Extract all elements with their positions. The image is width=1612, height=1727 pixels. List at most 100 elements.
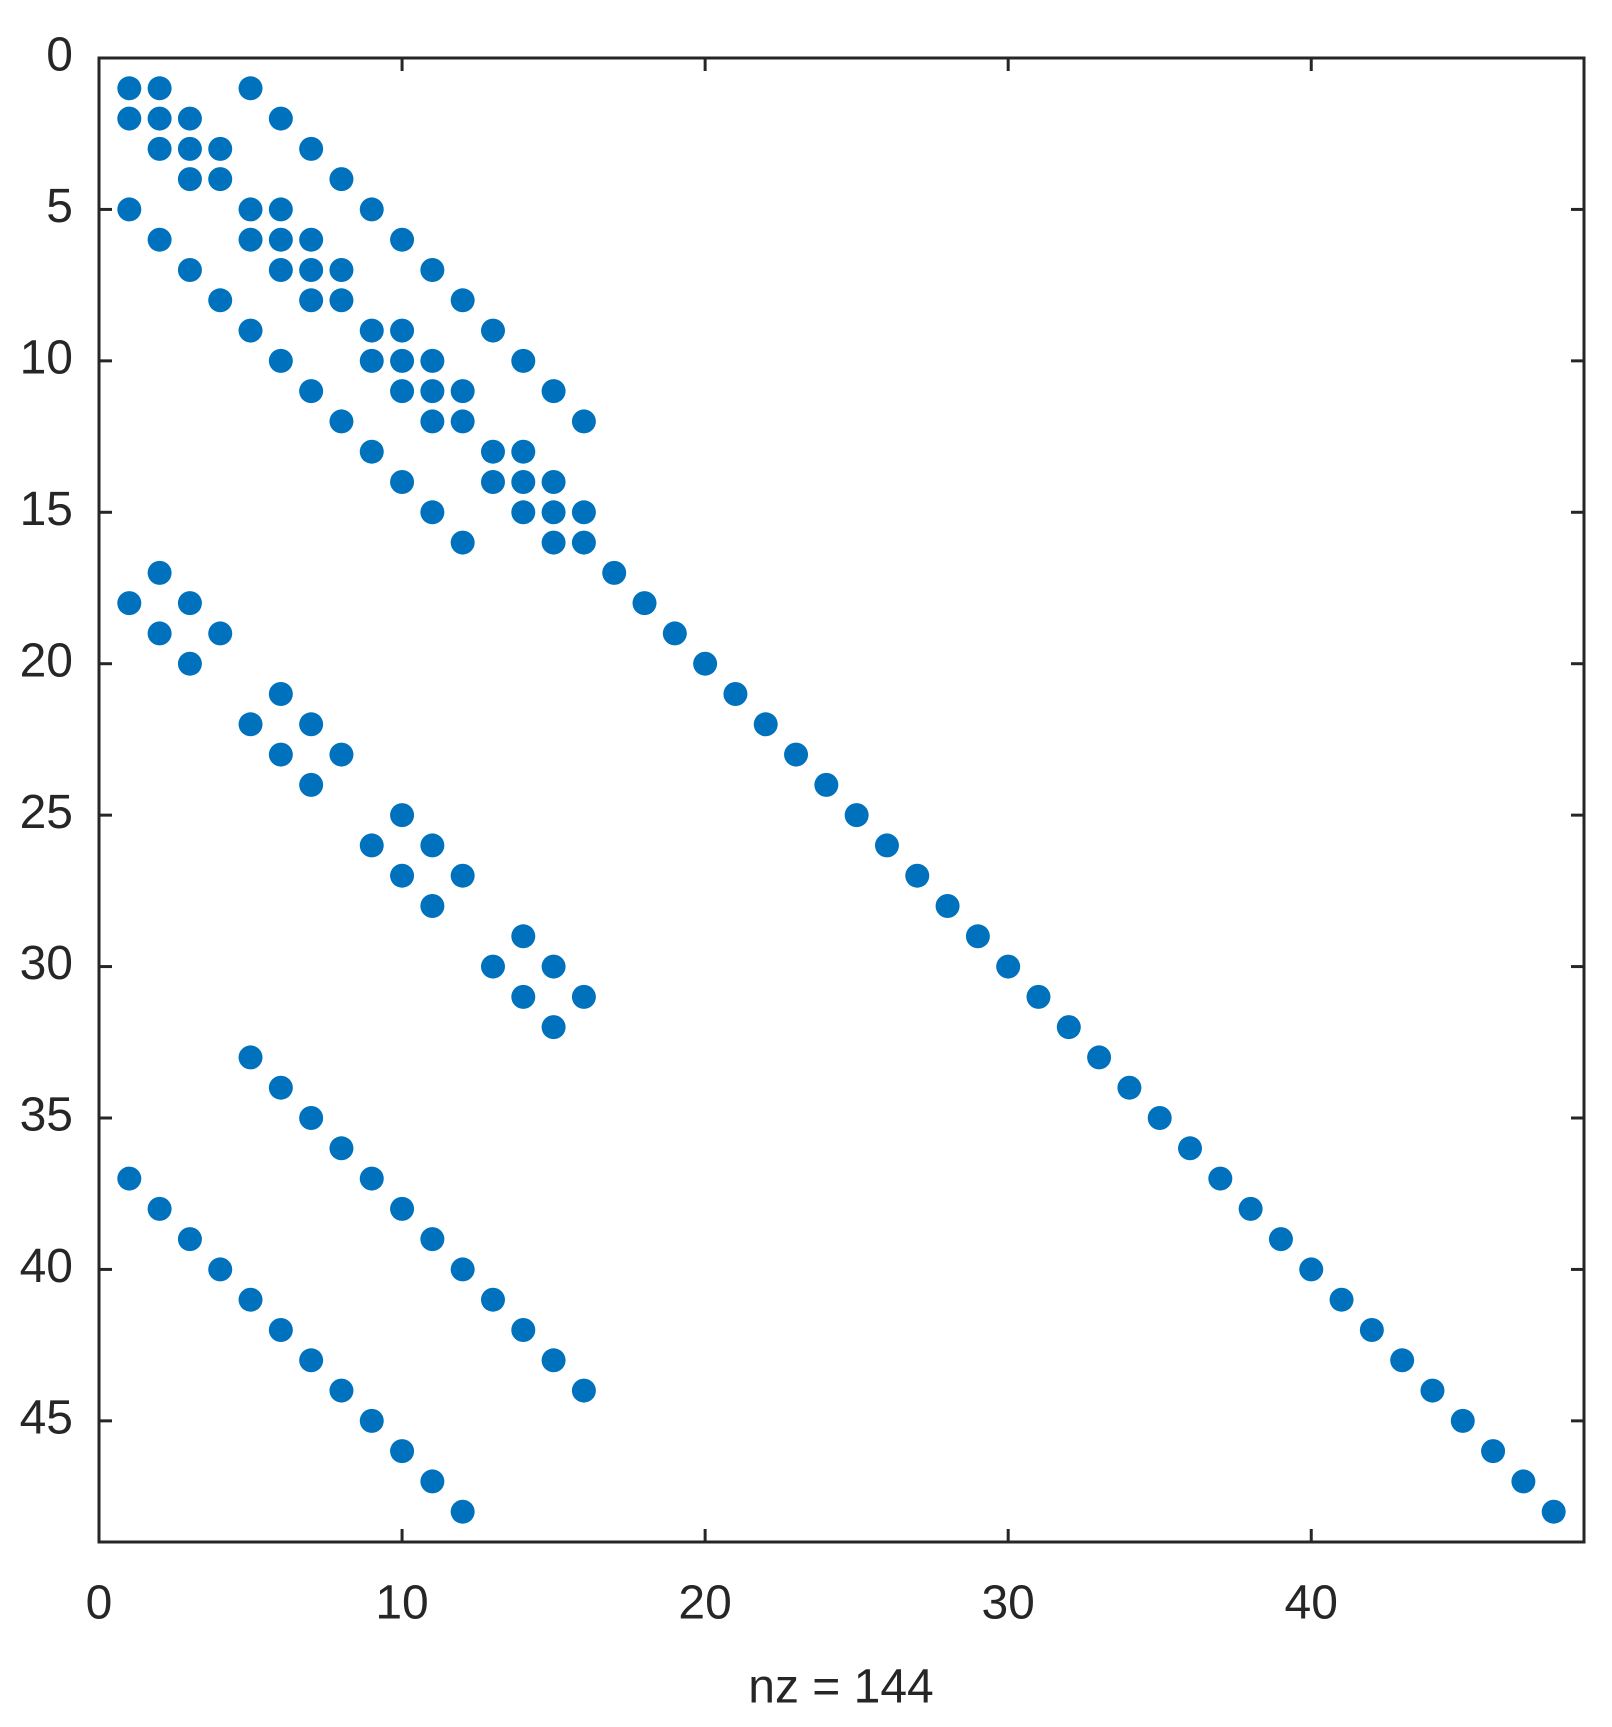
point: [299, 1106, 324, 1130]
point: [390, 1196, 415, 1221]
x-tick-label: 30: [981, 1577, 1034, 1630]
point: [208, 288, 233, 313]
point: [329, 258, 354, 282]
point: [177, 1227, 202, 1252]
point: [1268, 1227, 1293, 1252]
point: [147, 76, 172, 101]
point: [390, 318, 415, 343]
point: [662, 621, 687, 646]
point: [1481, 1439, 1506, 1464]
point: [329, 742, 354, 767]
x-axis-label: nz = 144: [748, 1661, 933, 1714]
point: [541, 954, 566, 979]
point: [359, 439, 384, 464]
point: [693, 651, 718, 676]
point: [420, 833, 445, 858]
point: [480, 954, 505, 979]
point: [390, 379, 415, 404]
point: [1087, 1045, 1112, 1070]
point: [147, 621, 172, 646]
point: [329, 1136, 354, 1161]
point: [874, 833, 899, 858]
point: [390, 1439, 415, 1464]
point: [450, 409, 475, 434]
y-tick-label: 35: [20, 1089, 73, 1142]
point: [359, 1408, 384, 1433]
point: [117, 1166, 142, 1191]
point: [1390, 1348, 1415, 1373]
point: [268, 197, 293, 222]
point: [299, 227, 324, 252]
point: [390, 227, 415, 252]
point: [571, 500, 596, 525]
point: [905, 863, 930, 888]
plot-area: [97, 56, 1586, 1544]
point: [329, 1378, 354, 1403]
point: [238, 197, 263, 222]
point: [359, 318, 384, 343]
point: [541, 470, 566, 494]
point: [1026, 984, 1051, 1009]
point: [268, 742, 293, 767]
point: [480, 439, 505, 464]
point: [450, 1257, 475, 1282]
point: [511, 984, 536, 1009]
point: [541, 500, 566, 525]
point: [147, 136, 172, 161]
point: [1117, 1075, 1142, 1100]
y-tick-label: 40: [20, 1240, 73, 1293]
point: [359, 833, 384, 858]
y-tick-label: 45: [20, 1392, 73, 1445]
point: [1329, 1287, 1354, 1312]
point: [238, 1045, 263, 1070]
point: [299, 1348, 324, 1373]
point: [450, 379, 475, 404]
point: [238, 1287, 263, 1312]
point: [420, 258, 445, 282]
point: [541, 379, 566, 404]
point: [420, 500, 445, 525]
point: [238, 227, 263, 252]
point: [571, 1378, 596, 1403]
point: [359, 1166, 384, 1191]
point: [329, 288, 354, 313]
point: [511, 348, 536, 373]
point: [480, 1287, 505, 1312]
point: [117, 106, 142, 131]
point: [390, 803, 415, 828]
point: [268, 227, 293, 252]
point: [147, 227, 172, 252]
point: [541, 530, 566, 555]
point: [1359, 1318, 1384, 1342]
point: [359, 197, 384, 222]
point: [1511, 1469, 1536, 1494]
point: [238, 318, 263, 343]
y-tick-label: 10: [20, 332, 73, 385]
point: [117, 76, 142, 101]
point: [208, 136, 233, 161]
point: [329, 409, 354, 434]
point: [177, 258, 202, 282]
point: [450, 288, 475, 313]
x-tick-label: 0: [86, 1577, 113, 1630]
y-tick-label: 0: [46, 29, 73, 82]
point: [238, 76, 263, 101]
point: [602, 560, 627, 585]
point: [268, 106, 293, 131]
point: [117, 591, 142, 616]
point: [208, 167, 233, 192]
point: [450, 1499, 475, 1524]
point: [541, 1015, 566, 1040]
point: [390, 863, 415, 888]
point: [480, 470, 505, 494]
point: [632, 591, 657, 616]
point: [420, 1227, 445, 1252]
point: [177, 106, 202, 131]
point: [299, 379, 324, 404]
point: [996, 954, 1021, 979]
y-tick-label: 20: [20, 634, 73, 687]
point: [1450, 1408, 1475, 1433]
point: [359, 348, 384, 373]
x-tick-label: 10: [375, 1577, 428, 1630]
